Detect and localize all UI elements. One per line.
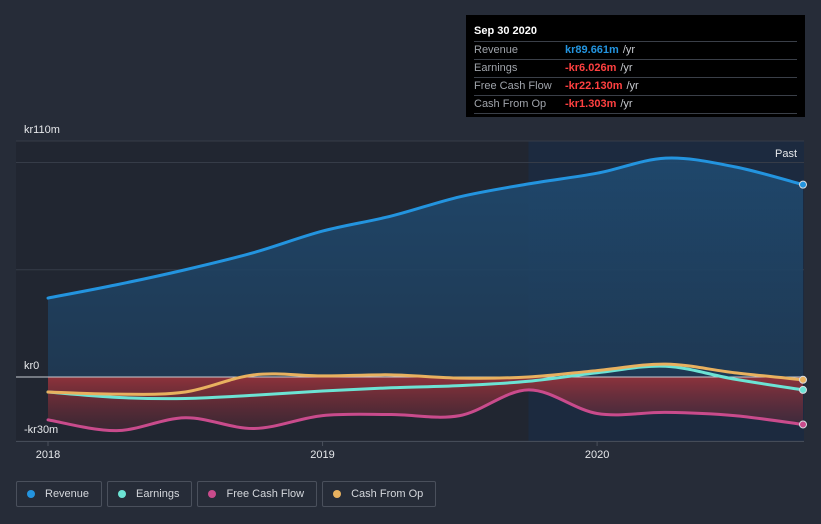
legend-item-cash-from-op[interactable]: Cash From Op	[322, 481, 437, 507]
x-tick-label: 2020	[585, 449, 609, 461]
series-end-point-cash-from-op[interactable]	[799, 375, 807, 384]
y-tick-label: kr110m	[24, 124, 60, 136]
y-tick-label: -kr30m	[24, 424, 58, 436]
chart-area: 2018 2019 2020 kr110m kr0 -kr30m Past	[16, 124, 807, 461]
past-label: Past	[775, 148, 797, 160]
legend-dot-icon	[208, 490, 217, 498]
tooltip-unit: /yr	[620, 98, 633, 110]
legend-dot-icon	[118, 490, 127, 498]
tooltip-row-revenue: Revenue kr89.661m /yr	[474, 42, 797, 60]
y-tick-label: kr0	[24, 360, 39, 372]
legend-item-revenue[interactable]: Revenue	[16, 481, 103, 507]
x-tick-label: 2018	[36, 449, 60, 461]
x-tick-label: 2019	[310, 449, 334, 461]
series-end-point-revenue[interactable]	[799, 180, 807, 189]
tooltip-date: Sep 30 2020	[474, 23, 797, 42]
tooltip-unit: /yr	[622, 44, 636, 56]
legend-item-earnings[interactable]: Earnings	[107, 481, 193, 507]
legend-dot-icon	[27, 490, 35, 498]
series-end-point-earnings[interactable]	[799, 385, 807, 394]
tooltip-label: Revenue	[474, 44, 519, 56]
tooltip-value: -kr1.303m	[565, 98, 617, 110]
legend-item-free-cash-flow[interactable]: Free Cash Flow	[197, 481, 318, 507]
legend: Revenue Earnings Free Cash Flow Cash Fro…	[16, 481, 437, 507]
tooltip-label: Earnings	[474, 62, 518, 74]
tooltip-label: Cash From Op	[474, 98, 547, 110]
tooltip-row-free-cash-flow: Free Cash Flow -kr22.130m /yr	[474, 78, 797, 96]
series-line-earnings	[46, 364, 805, 401]
series-line-cash-from-op	[46, 362, 805, 396]
legend-dot-icon	[333, 490, 342, 498]
tooltip-value: -kr22.130m	[565, 80, 623, 92]
series-line-revenue	[46, 156, 805, 300]
series-end-point-free-cash-flow[interactable]	[799, 420, 807, 429]
tooltip-value: -kr6.026m	[565, 62, 617, 74]
tooltip-value: kr89.661m	[565, 44, 619, 56]
tooltip-row-cash-from-op: Cash From Op -kr1.303m /yr	[474, 96, 797, 114]
tooltip-row-earnings: Earnings -kr6.026m /yr	[474, 60, 797, 78]
legend-label: Cash From Op	[351, 488, 424, 500]
legend-label: Revenue	[45, 488, 90, 500]
tooltip-unit: /yr	[620, 62, 633, 74]
legend-label: Earnings	[136, 488, 180, 500]
legend-label: Free Cash Flow	[226, 488, 305, 500]
tooltip: Sep 30 2020 Revenue kr89.661m /yr Earnin…	[466, 15, 805, 117]
negative-area	[48, 377, 803, 431]
tooltip-label: Free Cash Flow	[474, 80, 552, 92]
revenue-area	[48, 158, 803, 377]
tooltip-unit: /yr	[626, 80, 639, 92]
series-line-free-cash-flow	[46, 388, 805, 433]
